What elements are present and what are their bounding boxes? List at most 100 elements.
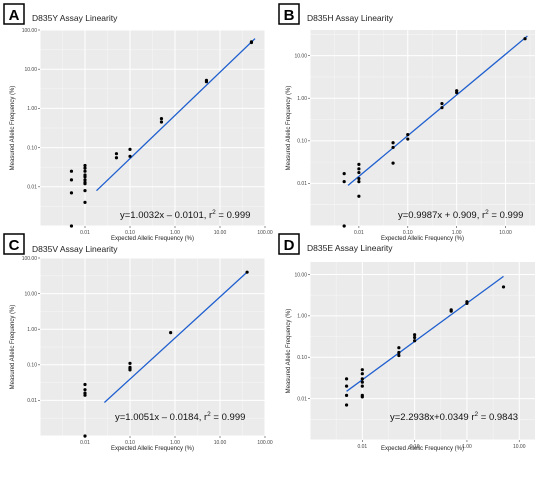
panel-d-data-point (360, 368, 364, 372)
panel-a-data-point (83, 200, 87, 204)
panel-a-x-tick-label: 10.00 (214, 230, 227, 236)
panel-a-data-point (69, 191, 74, 195)
panel-a-y-tick-label: 0.10 (27, 145, 37, 151)
panel-a-letter: A (9, 7, 20, 24)
panel-d-plot-area (310, 262, 535, 440)
panel-d-data-point (360, 395, 364, 399)
panel-c-x-ticks: 0.01 0.10 1.00 10.00 100.00 (80, 436, 273, 446)
panel-b-data-point (391, 145, 395, 150)
panel-c-x-axis-label: Expected Allelic Frequency (%) (111, 446, 194, 452)
panel-a-data-point (114, 152, 119, 156)
panel-d-data-point (397, 353, 401, 358)
panel-a-title: D835Y Assay Linearity (32, 13, 118, 23)
panel-d-data-point (413, 333, 417, 337)
panel-d-equation-main: y=2.2938x+0.0349 r (390, 412, 475, 423)
panel-d-equation-tail: = 0.9843 (478, 412, 518, 423)
panel-a-data-point (83, 188, 87, 193)
panel-c-y-axis-label: Measured Allelic Frequency (%) (10, 305, 16, 390)
panel-a-y-tick-label: 0.01 (27, 185, 37, 191)
panel-c-title: D835V Assay Linearity (32, 244, 118, 254)
panel-c-data-point (83, 388, 87, 392)
panel-d-data-point (344, 393, 349, 397)
panel-a: A D835Y Assay Linearity 0.01 0.10 1.00 10.0… (3, 3, 273, 242)
panel-a-data-point (83, 169, 87, 173)
panel-d-equation: y=2.2938x+0.0349 r2 = 0.9843 (390, 411, 518, 423)
panel-d-data-point (344, 403, 349, 407)
panel-c-y-tick-label: 10.00 (24, 291, 37, 297)
panel-b-y-tick-label: 1.00 (297, 96, 307, 102)
panel-d-x-axis-label: Expected Allelic Frequency (%) (381, 446, 464, 452)
panel-d-y-tick-label: 1.00 (297, 314, 307, 320)
panel-a-data-point (128, 147, 132, 151)
panel-b-data-point (357, 167, 361, 171)
panel-a-data-point (83, 178, 87, 182)
panel-b-y-ticks: 0.01 0.10 1.00 10.00 (294, 53, 310, 187)
panel-c-data-point (245, 270, 249, 274)
panel-b-x-axis-label: Expected Allelic Frequency (%) (381, 236, 464, 242)
panel-a-data-point (159, 120, 164, 124)
panel-a-data-point (83, 163, 87, 168)
panel-d-data-point (465, 301, 469, 305)
panel-c-equation-tail: = 0.999 (211, 412, 246, 423)
panel-c-x-tick-label: 0.10 (125, 440, 135, 446)
panel-b-data-point (342, 224, 346, 228)
panel-a-y-tick-label: 100.00 (22, 28, 38, 34)
panel-d-y-axis-label: Measured Allelic Frequency (%) (286, 309, 292, 394)
panel-d-data-point (449, 309, 453, 313)
panel-c-badge (3, 233, 25, 255)
panel-b-data-point (357, 180, 361, 184)
panel-c-x-tick-label: 100.00 (257, 440, 273, 446)
panel-d-badge (278, 233, 300, 255)
panel-b-grid (309, 30, 535, 227)
panel-a-data-point (128, 154, 132, 158)
panel-a-data-point (83, 180, 87, 184)
panel-c-x-tick-label: 1.00 (170, 440, 180, 446)
panel-d-y-tick-label: 10.00 (294, 272, 307, 278)
panel-d-x-tick-label: 0.10 (410, 444, 420, 450)
panel-a-data-point (249, 40, 254, 45)
panel-c-letter: C (9, 237, 20, 254)
panel-a-y-axis-label: Measured Allelic Frequency (%) (10, 86, 16, 171)
panel-d-points (344, 285, 506, 407)
panel-d-grid (309, 262, 535, 441)
panel-a-y-tick-label: 10.00 (24, 67, 37, 73)
panel-c-x-tick-label: 0.01 (80, 440, 90, 446)
panel-d-data-point (397, 350, 401, 355)
panel-d-x-tick-label: 0.01 (357, 444, 367, 450)
panel-b-y-tick-label: 0.01 (297, 181, 307, 187)
panel-a-data-point (159, 116, 164, 121)
panel-b-regression-line (347, 35, 528, 186)
panel-b-x-tick-label: 10.00 (499, 230, 512, 236)
panel-b-points (342, 37, 527, 228)
panel-c-data-point (83, 434, 87, 438)
panel-d-title: D835E Assay Linearity (307, 243, 393, 253)
panel-c-y-tick-label: 1.00 (27, 327, 37, 333)
panel-c-points (83, 270, 249, 438)
panel-d-data-point (360, 380, 364, 384)
panel-b-x-tick-label: 0.01 (354, 230, 364, 236)
panel-b: B D835H Assay Linearity 0.01 0.10 1.00 10.0… (278, 3, 535, 242)
panel-a-data-point (69, 178, 74, 182)
panel-c: C D835V Assay Linearity 0.01 0.10 1.00 10.0… (3, 233, 273, 452)
panel-a-x-ticks: 0.01 0.10 1.00 10.00 100.00 (80, 226, 273, 236)
panel-b-data-point (342, 180, 346, 184)
panel-d-data-point (360, 384, 364, 388)
panel-b-data-point (357, 176, 361, 181)
panel-b-x-ticks: 0.01 0.10 1.00 10.00 (354, 226, 512, 236)
panel-a-data-point (204, 80, 209, 84)
panel-b-data-point (391, 161, 395, 165)
panel-b-y-tick-label: 10.00 (294, 53, 307, 59)
panel-d-data-point (344, 384, 349, 388)
panel-d: D D835E Assay Linearity 0.01 0.10 1.00 10.0… (278, 233, 535, 452)
panel-a-badge (3, 3, 25, 25)
panel-c-data-point (83, 382, 87, 387)
panel-d-regression-line (346, 275, 504, 392)
panel-d-data-point (360, 372, 364, 376)
panel-d-equation-sup: 2 (475, 411, 479, 418)
panel-b-y-axis-label: Measured Allelic Frequency (%) (286, 86, 292, 171)
panel-d-y-tick-label: 0.01 (297, 396, 307, 402)
panel-c-equation-main: y=1.0051x – 0.0184, r (115, 412, 207, 423)
panel-b-x-tick-label: 1.00 (452, 230, 462, 236)
panel-d-data-point (397, 346, 401, 350)
